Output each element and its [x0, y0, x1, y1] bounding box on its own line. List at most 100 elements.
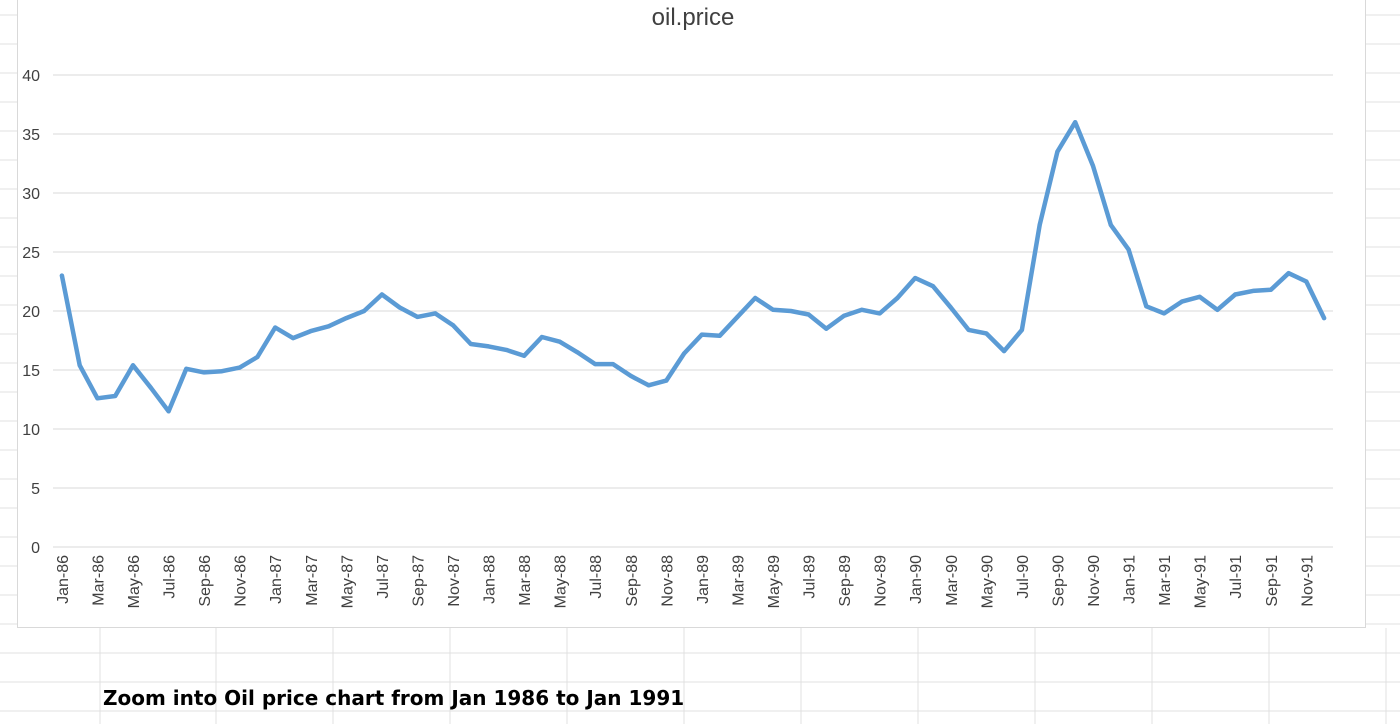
data-point [859, 307, 864, 312]
data-point [575, 350, 580, 355]
x-tick-label: May-90 [979, 555, 996, 608]
data-point [913, 275, 918, 280]
x-tick-label: Jan-88 [482, 555, 499, 604]
x-tick-label: Jan-90 [908, 555, 925, 604]
data-point [148, 385, 153, 390]
x-tick-label: Nov-88 [659, 555, 676, 607]
data-point [1304, 279, 1309, 284]
data-point [824, 326, 829, 331]
data-point [1286, 271, 1291, 276]
chart-caption: Zoom into Oil price chart from Jan 1986 … [103, 686, 685, 710]
data-point [948, 305, 953, 310]
data-point [895, 296, 900, 301]
data-point [1144, 304, 1149, 309]
data-point [433, 311, 438, 316]
x-tick-label: Sep-86 [197, 555, 214, 607]
data-point [95, 396, 100, 401]
data-point [522, 353, 527, 358]
data-point [1091, 163, 1095, 168]
x-tick-label: Jul-88 [588, 555, 605, 599]
data-point [1322, 316, 1327, 321]
x-tick-label: Nov-87 [446, 555, 463, 607]
y-tick-label: 40 [22, 68, 40, 85]
data-point [1108, 222, 1113, 227]
x-tick-label: Mar-87 [304, 555, 321, 606]
x-tick-label: Sep-91 [1264, 555, 1281, 607]
y-tick-label: 10 [22, 422, 40, 439]
data-point [1055, 149, 1060, 154]
data-point [379, 292, 384, 297]
data-point [202, 370, 207, 375]
chart-area[interactable]: oil.price 0 5 10 15 20 25 30 35 40 Jan-86 Mar-86 M… [17, 0, 1366, 628]
data-point [1179, 299, 1184, 304]
data-point [308, 329, 313, 334]
data-point [504, 347, 509, 352]
data-point [486, 344, 491, 349]
x-tick-label: Jul-87 [375, 555, 392, 599]
data-point [166, 409, 171, 414]
line-chart: oil.price 0 5 10 15 20 25 30 35 40 Jan-86 Mar-86 M… [22, 4, 1333, 608]
data-point [415, 314, 420, 319]
x-tick-label: Mar-89 [730, 555, 747, 606]
data-point [984, 331, 989, 336]
data-point [59, 273, 64, 278]
data-point [1019, 327, 1024, 332]
series-line[interactable] [59, 119, 1327, 414]
data-point [468, 342, 473, 347]
x-tick-label: May-89 [766, 555, 783, 608]
data-point [1215, 307, 1220, 312]
data-point [682, 351, 687, 356]
data-point [699, 332, 704, 337]
x-tick-label: Jan-87 [268, 555, 285, 604]
x-tick-label: Mar-86 [90, 555, 107, 606]
x-tick-label: Jul-89 [802, 555, 819, 599]
data-point [664, 378, 669, 383]
x-tick-label: May-91 [1193, 555, 1210, 608]
data-point [1233, 292, 1238, 297]
data-point [184, 366, 189, 371]
x-tick-label: May-86 [126, 555, 143, 608]
data-point [219, 369, 224, 374]
x-tick-label: Mar-90 [944, 555, 961, 606]
x-tick-label: Nov-91 [1299, 555, 1316, 607]
x-tick-label: Sep-87 [410, 555, 427, 607]
x-axis: Jan-86 Mar-86 May-86 Jul-86 Sep-86 Nov-86 Jan-… [55, 555, 1316, 608]
chart-title: oil.price [652, 4, 735, 31]
data-point [611, 362, 615, 367]
gridlines [53, 74, 1333, 548]
data-point [451, 323, 455, 328]
data-point [539, 334, 544, 339]
x-tick-label: May-87 [339, 555, 356, 608]
data-point [966, 327, 971, 332]
x-tick-label: Jul-90 [1015, 555, 1032, 599]
x-tick-label: Sep-89 [837, 555, 854, 607]
data-point [397, 305, 402, 310]
data-point [255, 355, 260, 360]
y-tick-label: 5 [31, 481, 40, 498]
y-tick-label: 30 [22, 186, 40, 203]
data-point [593, 362, 598, 367]
x-tick-label: Jan-91 [1122, 555, 1139, 604]
y-tick-label: 0 [31, 540, 40, 557]
x-tick-label: Jan-89 [695, 555, 712, 604]
x-tick-label: Nov-89 [873, 555, 890, 607]
data-point [113, 393, 118, 398]
data-point [1268, 287, 1273, 292]
data-point [344, 316, 349, 321]
x-tick-label: Sep-90 [1050, 555, 1067, 607]
data-point [931, 284, 935, 289]
x-tick-label: Mar-88 [517, 555, 534, 606]
data-point [326, 324, 331, 329]
data-point [1073, 120, 1078, 125]
data-point [362, 309, 367, 313]
data-point [628, 373, 633, 378]
y-axis: 0 5 10 15 20 25 30 35 40 [22, 68, 40, 557]
data-point [788, 309, 793, 313]
data-point [1002, 349, 1007, 354]
data-point [273, 325, 278, 330]
y-tick-label: 20 [22, 304, 40, 321]
x-tick-label: Jul-86 [162, 555, 179, 599]
data-point [735, 314, 740, 319]
data-point [717, 333, 722, 338]
series-layer [59, 119, 1327, 414]
